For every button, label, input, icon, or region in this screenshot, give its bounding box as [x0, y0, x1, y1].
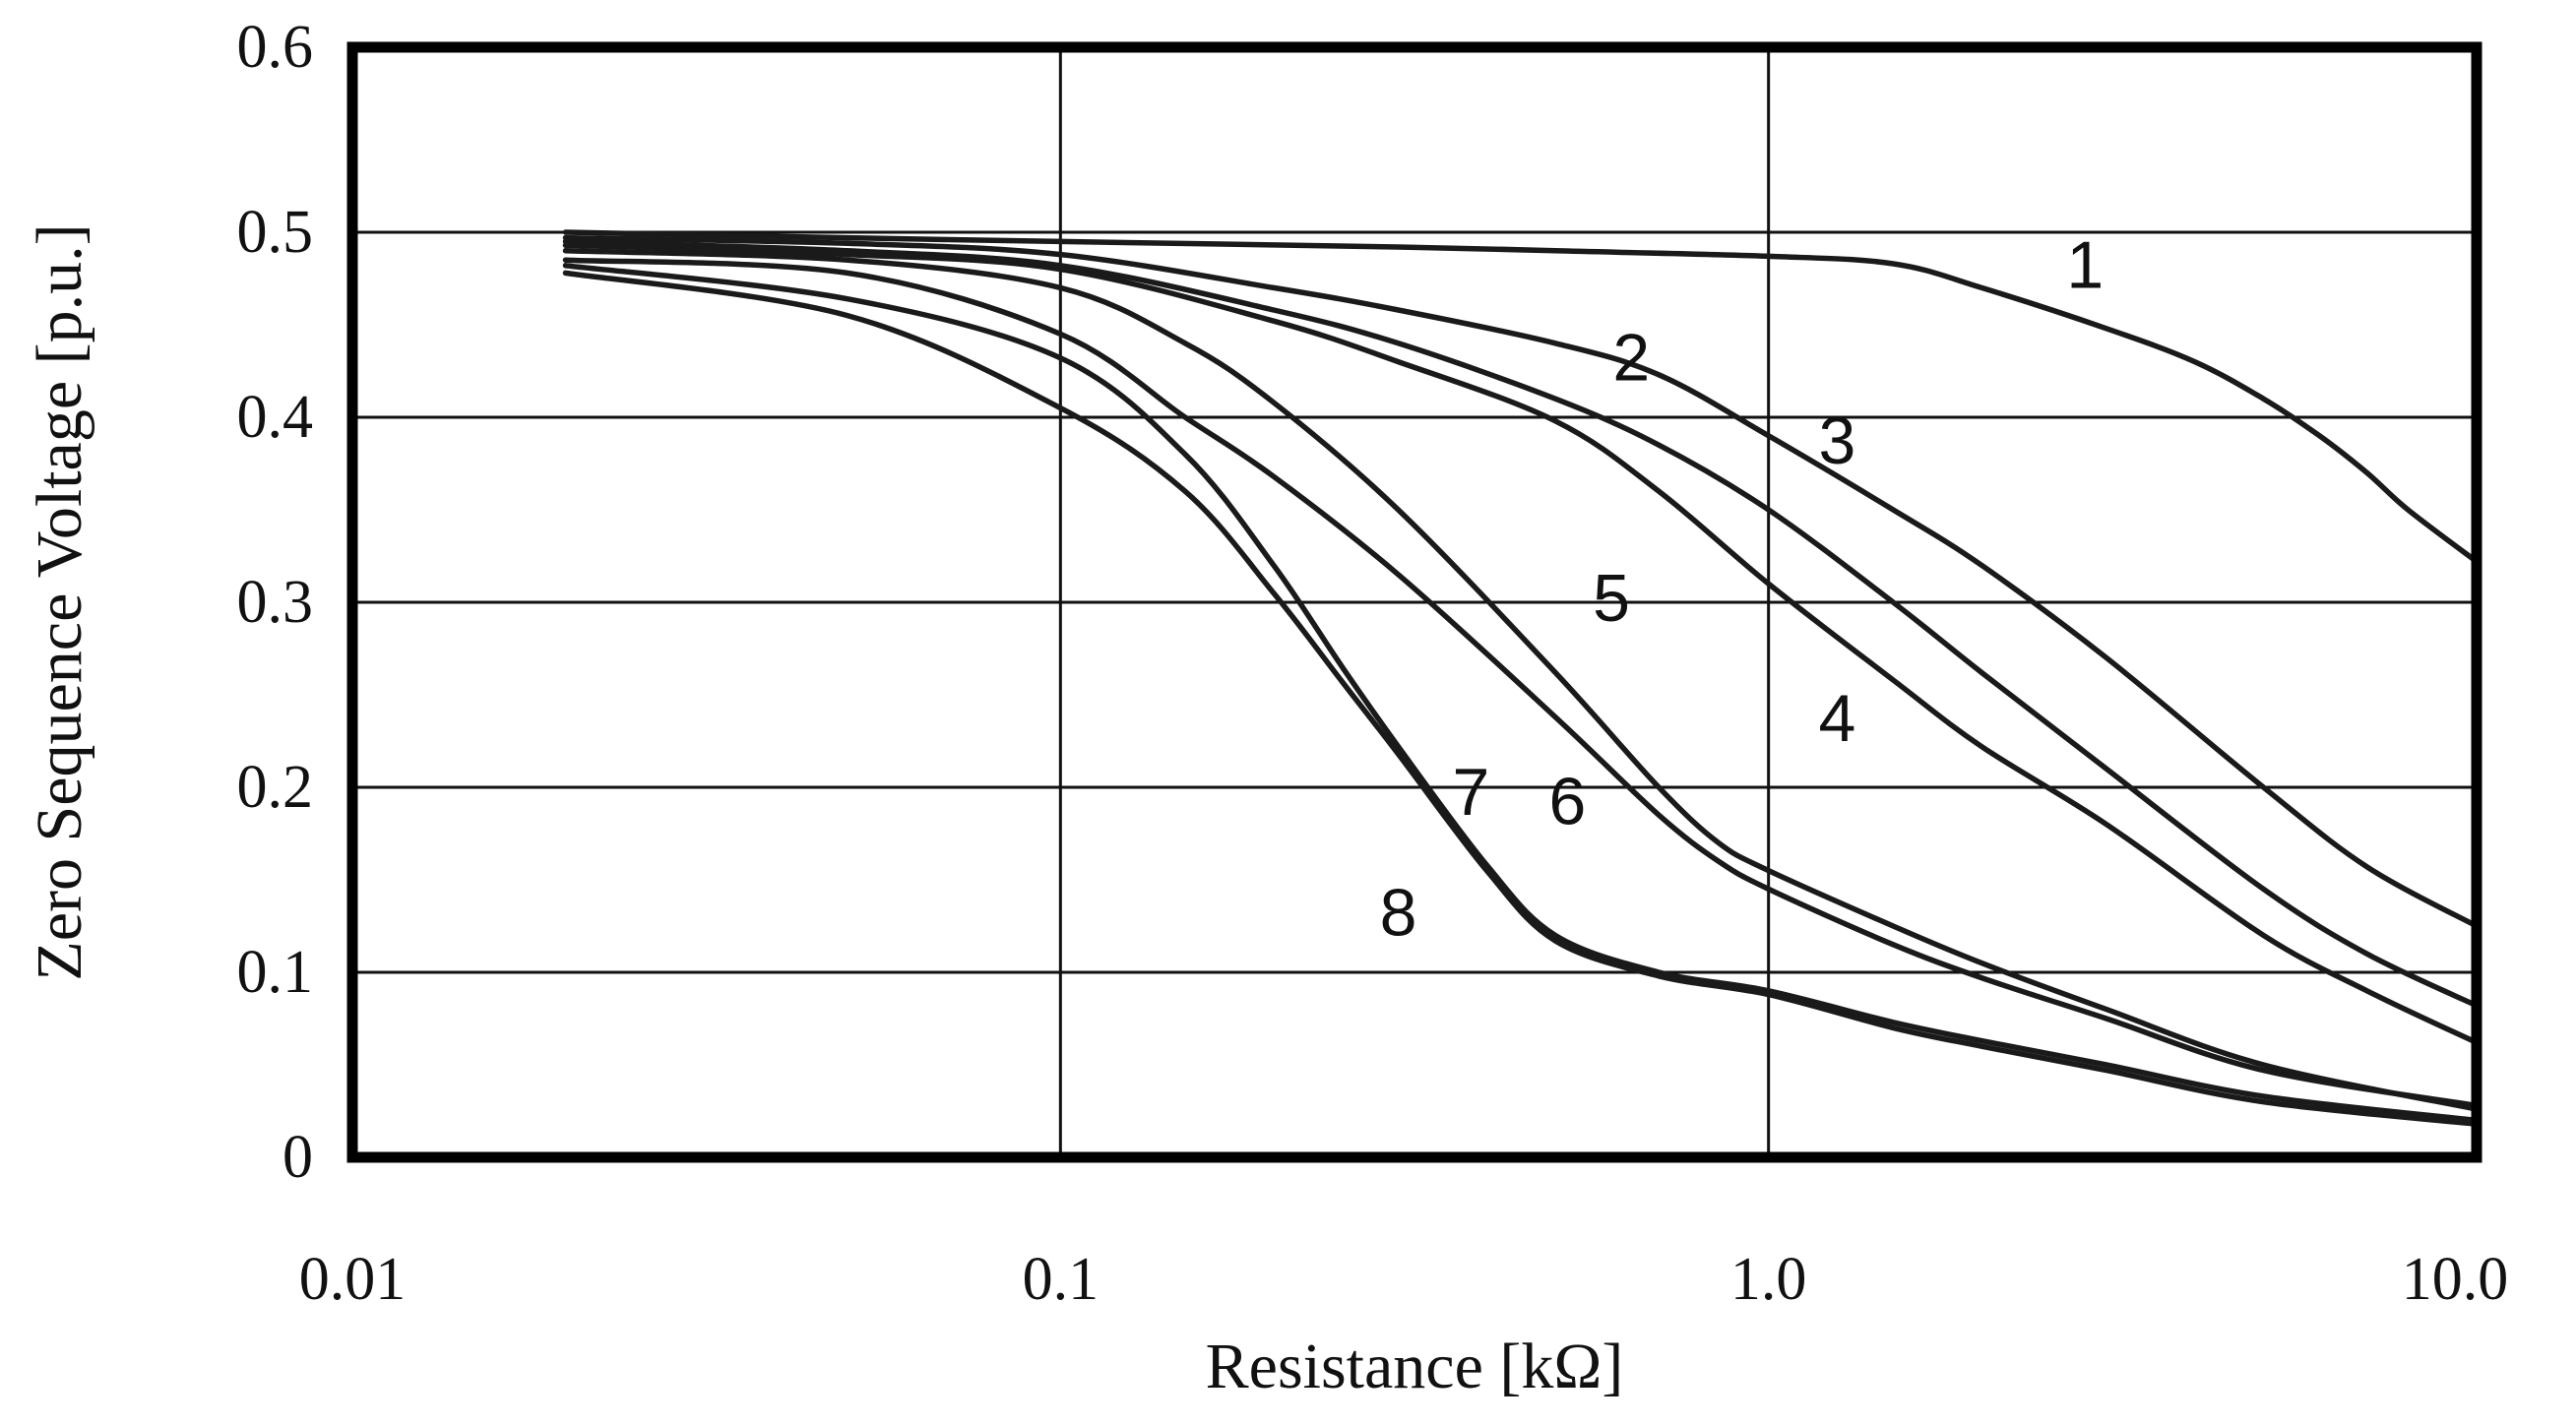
curves	[562, 229, 2480, 1127]
y-tick-label: 0.5	[237, 199, 314, 266]
curve-label-3: 3	[1818, 403, 1855, 478]
curve-label-1: 1	[2066, 227, 2104, 302]
y-tick-label: 0.6	[237, 14, 314, 81]
curve-label-6: 6	[1548, 765, 1586, 839]
y-axis-tick-labels: 0 0.1 0.2 0.3 0.4 0.5 0.6	[237, 14, 314, 1191]
curve-6	[562, 257, 2480, 1109]
x-tick-label: 10.0	[2402, 1246, 2509, 1313]
y-tick-label: 0.4	[237, 384, 314, 451]
y-tick-label: 0	[283, 1124, 313, 1191]
curve-label-5: 5	[1593, 561, 1630, 636]
y-tick-label: 0.2	[237, 754, 314, 821]
y-tick-label: 0.3	[237, 569, 314, 636]
curve-label-8: 8	[1380, 875, 1417, 950]
curve-label-7: 7	[1452, 755, 1489, 830]
grid-lines	[352, 47, 2477, 1157]
curve-8	[562, 270, 2480, 1127]
curve-labels: 1 2 3 4 5 678	[1380, 227, 2105, 950]
curve-label-4: 4	[1818, 681, 1855, 756]
plot-frame	[346, 41, 2482, 1163]
x-axis-title: Resistance [kΩ]	[1206, 1331, 1624, 1402]
y-tick-label: 0.1	[237, 939, 314, 1006]
curve-1	[562, 229, 2480, 565]
curve-7	[562, 263, 2480, 1124]
curve-3	[562, 238, 2480, 1009]
x-tick-label: 1.0	[1730, 1246, 1807, 1313]
y-axis-title: Zero Sequence Voltage [p.u.]	[24, 223, 95, 980]
curve-label-2: 2	[1612, 320, 1650, 395]
x-axis-tick-labels: 0.01 0.1 1.0 10.0	[299, 1246, 2509, 1313]
curve-2	[562, 234, 2480, 929]
curve-4	[562, 242, 2480, 1046]
curve-5	[562, 248, 2480, 1112]
x-tick-label: 0.01	[299, 1246, 407, 1313]
x-tick-label: 0.1	[1023, 1246, 1100, 1313]
